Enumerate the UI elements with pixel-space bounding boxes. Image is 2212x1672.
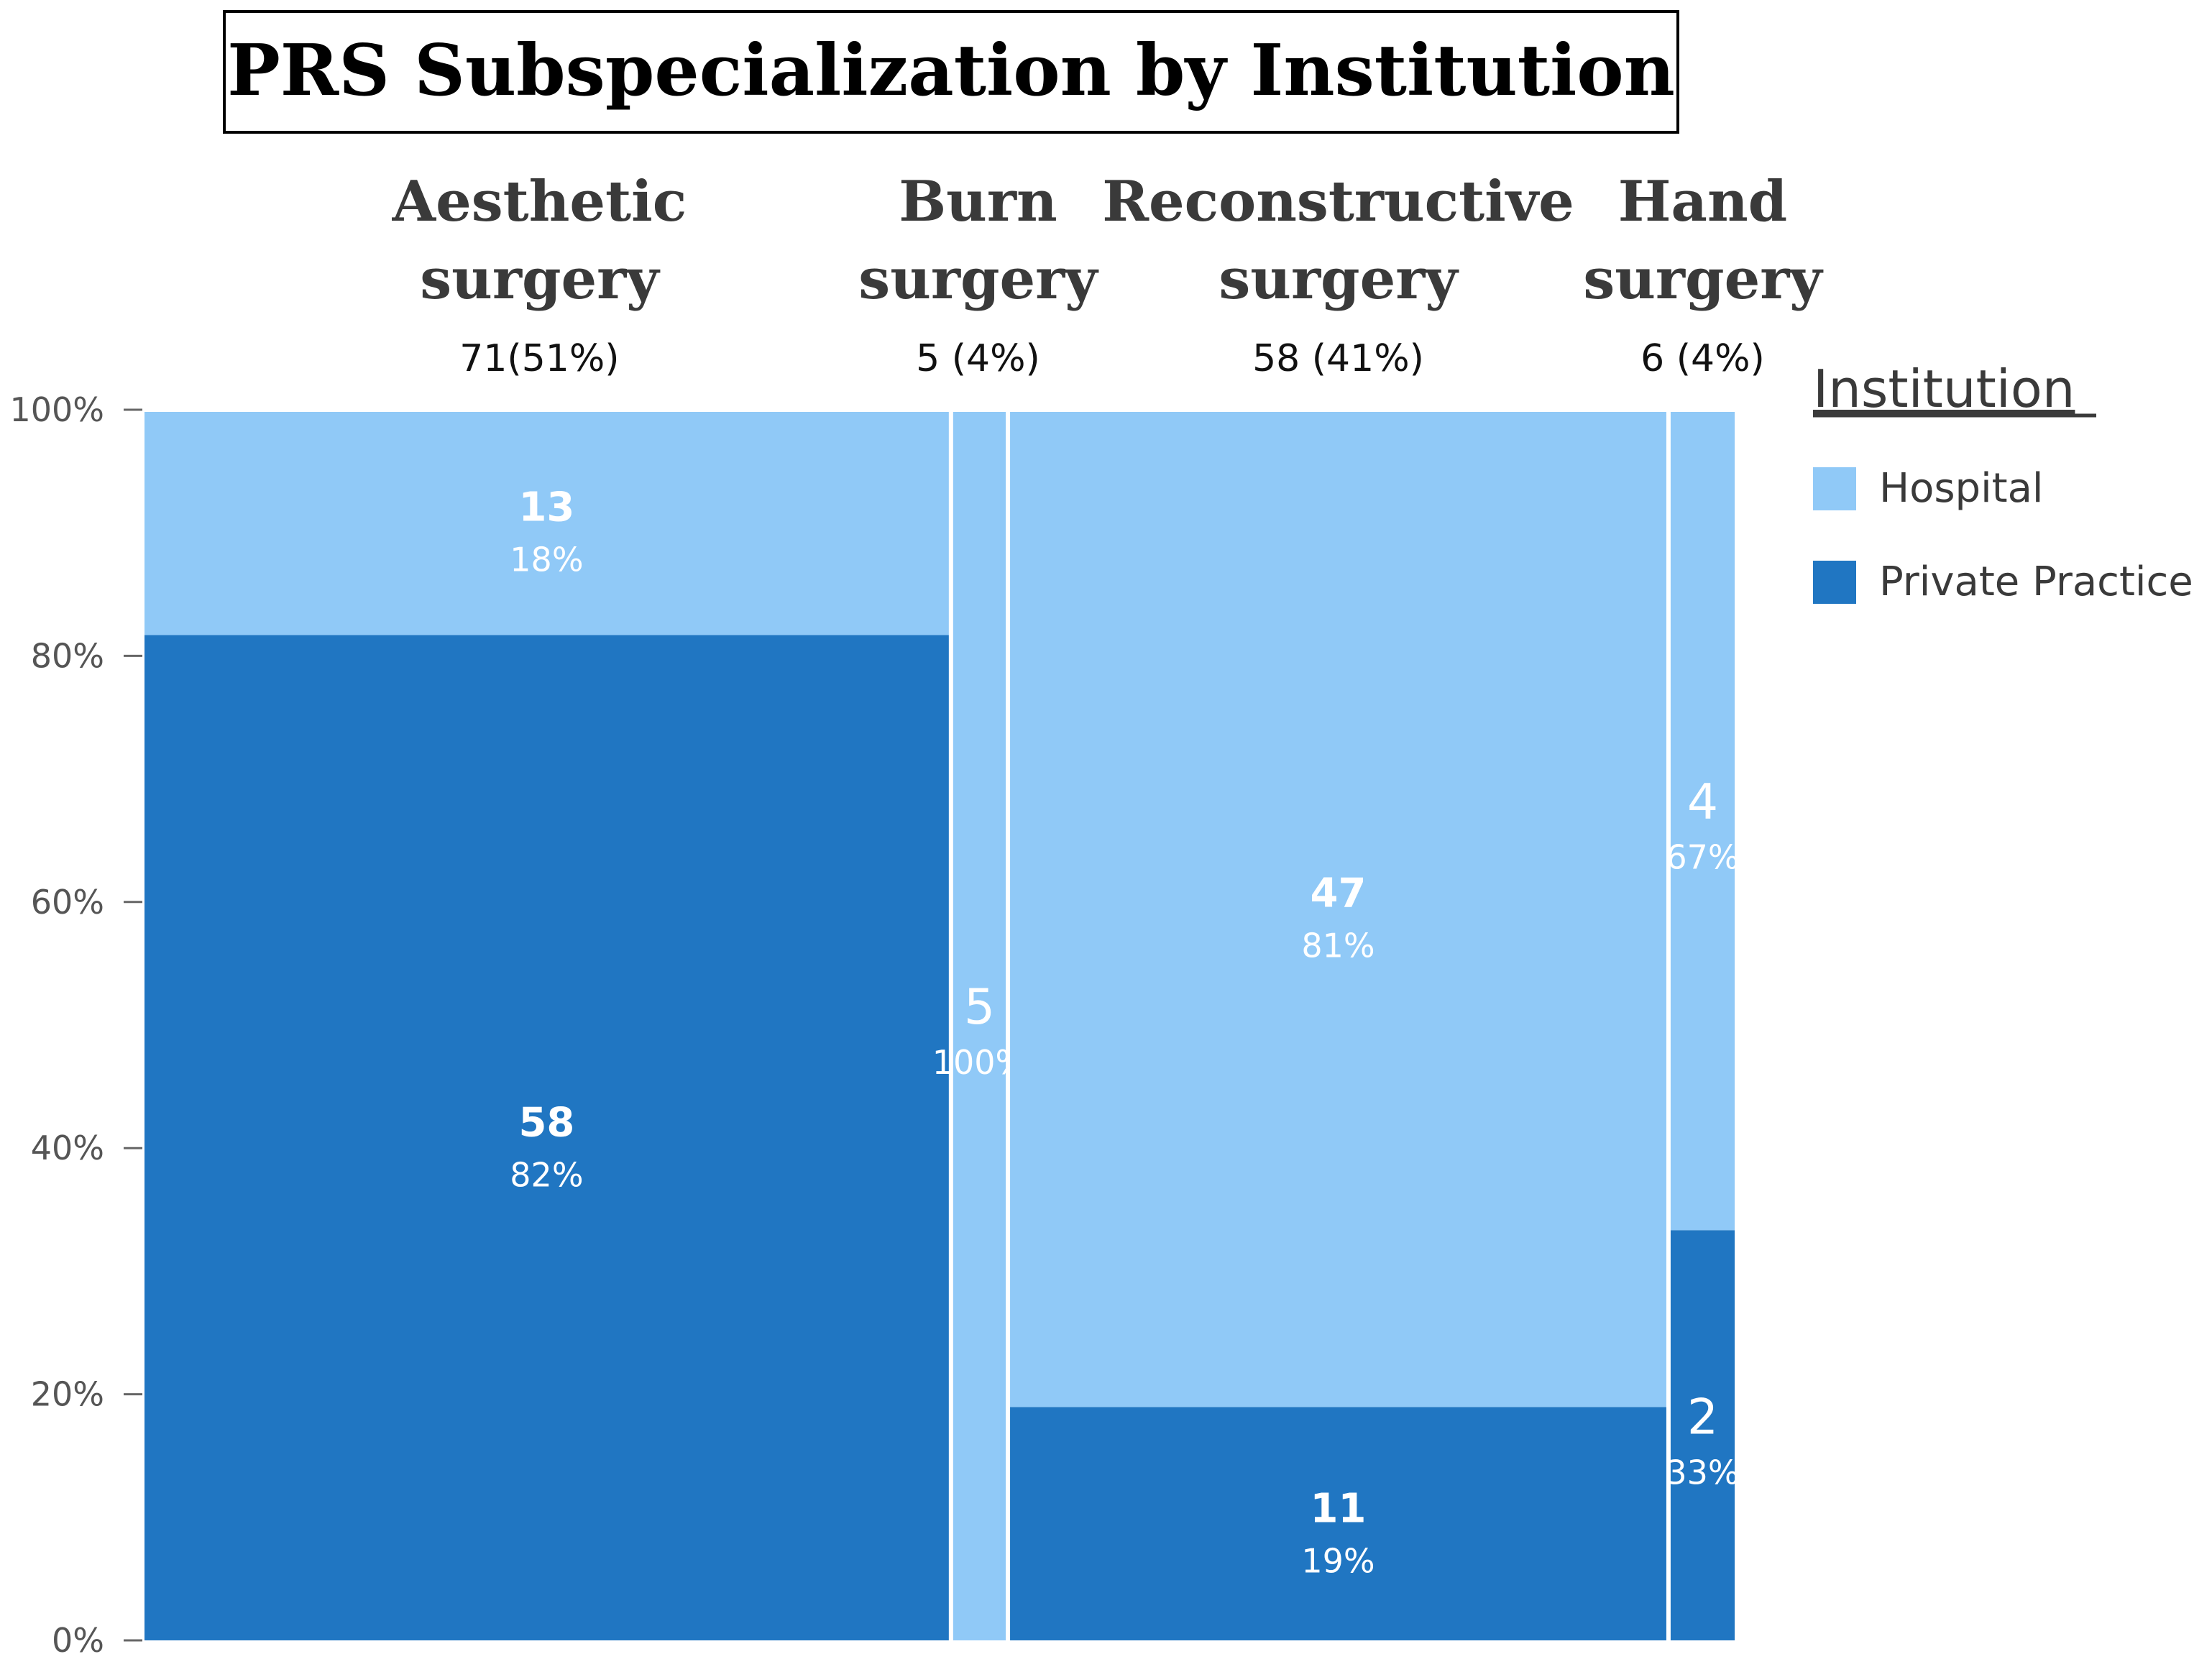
- category-label: surgery: [858, 247, 1099, 312]
- category-labels: Aesthetic surgery 71(51%) Burn surgery 5 (4%)…: [392, 169, 1825, 380]
- cell-percent-label: 19%: [1301, 1542, 1375, 1581]
- legend: Hospital Private Practice: [1813, 465, 2193, 605]
- cell-count-label: 47: [1311, 871, 1367, 917]
- legend-swatch-private-practice: [1813, 561, 1856, 604]
- y-tick-label: 80%: [31, 636, 104, 675]
- category-label: Burn: [899, 169, 1057, 234]
- y-axis: 0% 20% 40% 60% 80% 100%: [9, 390, 142, 1660]
- mosaic-cell-hospital: [1670, 412, 1735, 1231]
- cell-count-label: 58: [518, 1100, 574, 1147]
- category-summary: 58 (41%): [1252, 337, 1424, 380]
- category-label: surgery: [1219, 247, 1459, 312]
- cell-percent-label: 67%: [1666, 838, 1739, 877]
- chart-title: PRS Subspecialization by Institution: [227, 29, 1675, 112]
- category-summary: 5 (4%): [916, 337, 1040, 380]
- category-summary: 6 (4%): [1640, 337, 1765, 380]
- legend-label-private-practice: Private Practice: [1879, 559, 2193, 605]
- cell-percent-label: 82%: [510, 1156, 583, 1195]
- category-label: Reconstructive: [1102, 169, 1574, 234]
- mosaic-cell-hospital: [953, 412, 1006, 1640]
- category-summary: 71(51%): [459, 337, 619, 380]
- y-tick-label: 20%: [31, 1375, 104, 1414]
- cell-percent-label: 33%: [1666, 1453, 1739, 1492]
- mosaic-cell-private-practice: [1670, 1230, 1735, 1640]
- cell-count-label: 5: [964, 979, 995, 1036]
- y-tick-label: 0%: [52, 1621, 104, 1660]
- mosaic-cell-hospital: [1010, 412, 1666, 1407]
- category-label: Hand: [1618, 169, 1788, 234]
- cell-percent-label: 81%: [1301, 927, 1375, 965]
- category-label: surgery: [1583, 247, 1824, 312]
- category-label: Aesthetic: [392, 169, 687, 234]
- y-tick-label: 40%: [31, 1129, 104, 1167]
- title-box: [223, 10, 1679, 134]
- category-label: surgery: [420, 247, 661, 312]
- y-tick-label: 60%: [31, 883, 104, 922]
- mosaic-cell-hospital: [144, 412, 949, 635]
- legend-swatch-hospital: [1813, 467, 1856, 510]
- mosaic-cell-private-practice: [144, 635, 949, 1640]
- cell-count-label: 11: [1311, 1486, 1367, 1533]
- cell-percent-label: 18%: [510, 541, 583, 579]
- legend-title: Institution: [1813, 359, 2075, 419]
- cell-count-label: 2: [1687, 1389, 1718, 1446]
- cell-count-label: 13: [518, 484, 574, 531]
- legend-label-hospital: Hospital: [1879, 465, 2043, 512]
- cell-count-label: 4: [1687, 774, 1718, 831]
- mosaic-cell-private-practice: [1010, 1407, 1666, 1640]
- y-tick-label: 100%: [9, 390, 104, 429]
